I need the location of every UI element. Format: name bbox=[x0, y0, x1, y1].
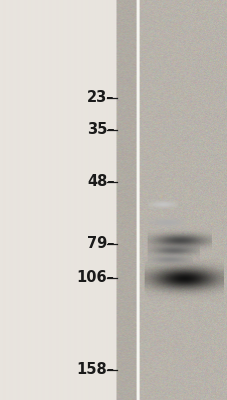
Text: 35–: 35– bbox=[86, 122, 114, 138]
Text: 79–: 79– bbox=[87, 236, 114, 252]
Text: 158–: 158– bbox=[76, 362, 114, 378]
Text: 106–: 106– bbox=[76, 270, 114, 286]
Text: 48–: 48– bbox=[86, 174, 114, 190]
Text: 23–: 23– bbox=[87, 90, 114, 106]
